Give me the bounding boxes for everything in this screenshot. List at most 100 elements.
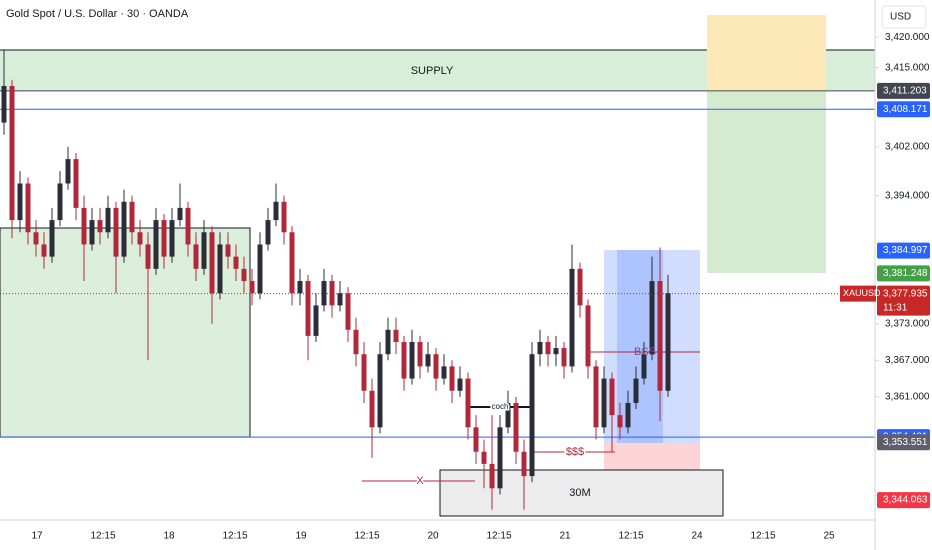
candle-body (489, 463, 495, 489)
price-label: 3,353.551 (883, 437, 928, 448)
candle-body (593, 366, 599, 428)
x-tick-label: 12:15 (486, 531, 511, 542)
candle-body (257, 244, 263, 294)
candle-body (209, 232, 215, 294)
candle-body (657, 281, 663, 391)
candle-body (433, 354, 439, 379)
candle-body (9, 85, 15, 221)
candle-body (153, 220, 159, 269)
chart-title: Gold Spot / U.S. Dollar · 30 · OANDA (6, 8, 189, 20)
candle-body (377, 354, 383, 428)
candle-body (169, 220, 175, 257)
position-inner (617, 250, 663, 443)
target-zone (707, 15, 826, 92)
candle-body (601, 378, 607, 428)
y-tick-label: 3,361.000 (885, 391, 930, 402)
y-tick-label: 3,373.000 (885, 318, 930, 329)
price-label-box (877, 242, 930, 259)
candle-body (337, 293, 343, 306)
candle-body (569, 268, 575, 367)
candle-body (225, 244, 231, 257)
candle-body (321, 281, 327, 306)
price-label: 3,384.997 (883, 245, 928, 256)
y-tick-label: 3,420.000 (885, 32, 930, 43)
candle-body (1, 85, 7, 123)
candle-body (633, 378, 639, 403)
candle-body (353, 329, 359, 355)
candle-body (465, 378, 471, 428)
x-tick-label: 17 (31, 531, 43, 542)
candle-body (185, 207, 191, 245)
x-tick-label: 21 (559, 531, 571, 542)
candle-body (17, 183, 23, 221)
coch-label: coch (492, 402, 509, 411)
liquidity-label: $$$ (566, 446, 584, 458)
candle-body (113, 207, 119, 257)
candle-body (577, 268, 583, 306)
demand-zone (0, 227, 251, 438)
candle-body (329, 281, 335, 306)
candle-body (625, 402, 631, 428)
candle-body (81, 207, 87, 245)
candle-body (233, 256, 239, 269)
price-label-box (877, 434, 930, 451)
bss-label: BSS (634, 346, 656, 358)
y-tick-label: 3,367.000 (885, 355, 930, 366)
price-label: 3,344.063 (883, 495, 928, 506)
x-tick-label: 12:15 (354, 531, 379, 542)
candle-body (513, 402, 519, 452)
x-tick-label: 24 (691, 531, 703, 542)
symbol-box (840, 285, 876, 302)
candle-body (481, 451, 487, 464)
x-tick-label: 20 (427, 531, 439, 542)
candle-body (521, 451, 527, 477)
price-label: 3,408.171 (883, 104, 928, 115)
candle-body (33, 232, 39, 245)
supply-label: SUPPLY (411, 65, 454, 77)
price-label-box (877, 285, 930, 316)
candle-body (545, 341, 551, 355)
candle-body (417, 341, 423, 367)
x-tick-label: 12:15 (222, 531, 247, 542)
candle-body (537, 341, 543, 355)
candle-body (649, 281, 655, 355)
profit-zone (707, 92, 826, 273)
candle-body (497, 427, 503, 489)
candle-body (665, 293, 671, 391)
candle-body (241, 268, 247, 282)
candle-body (393, 329, 399, 342)
candle-body (49, 220, 55, 257)
x-tick-label: 25 (823, 531, 835, 542)
candle-body (441, 366, 447, 379)
candle-body (97, 220, 103, 233)
currency[interactable]: USD (890, 12, 911, 23)
timeframe-label: 30M (569, 487, 590, 499)
candle-body (273, 201, 279, 221)
candle-body (457, 378, 463, 391)
currency-button[interactable] (881, 5, 927, 29)
candle-body (249, 281, 255, 294)
range-box (439, 469, 724, 517)
candle-body (193, 244, 199, 269)
candle-body (369, 390, 375, 428)
candle-body (105, 207, 111, 233)
x-tick-label: 12:15 (618, 531, 643, 542)
price-label-box (877, 82, 930, 99)
price-label-box (877, 101, 930, 118)
price-label: 3,411.203 (883, 85, 927, 96)
candle-body (361, 354, 367, 391)
price-label-box (877, 492, 930, 509)
candle-body (161, 220, 167, 257)
candle-body (57, 183, 63, 221)
candle-body (473, 427, 479, 452)
candle-body (641, 354, 647, 379)
candle-body (65, 159, 71, 184)
candle-body (297, 281, 303, 294)
candle-body (121, 201, 127, 257)
candle-body (425, 354, 431, 367)
y-tick-label: 3,394.000 (885, 190, 930, 201)
y-tick-label: 3,415.000 (885, 62, 930, 73)
candle-body (73, 159, 79, 208)
candle-body (305, 281, 311, 336)
